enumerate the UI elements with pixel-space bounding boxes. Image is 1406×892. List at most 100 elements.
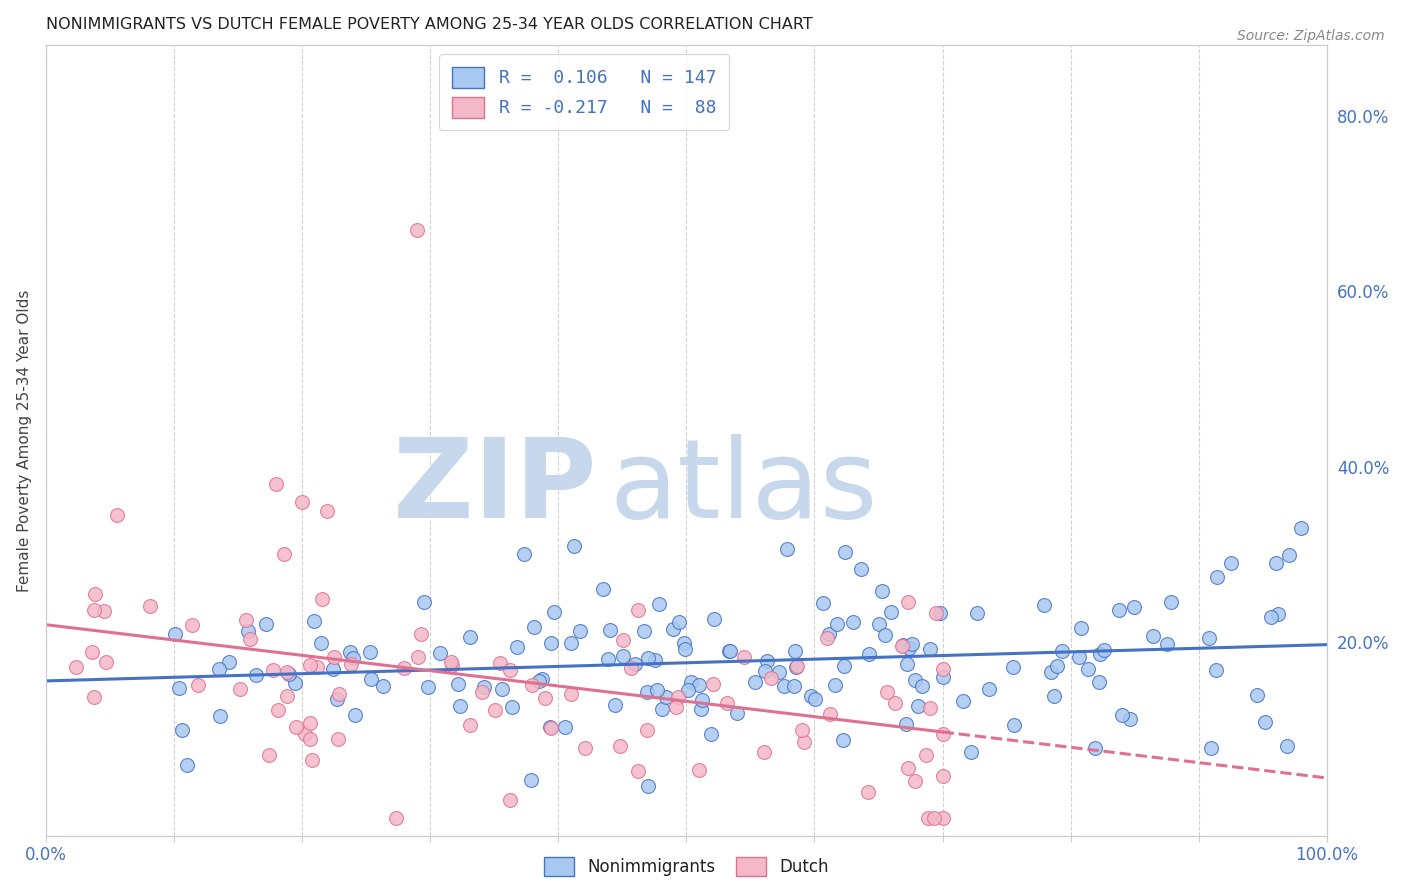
Point xyxy=(786,659,808,673)
Point xyxy=(218,655,240,669)
Point xyxy=(768,665,790,679)
Point xyxy=(323,650,346,665)
Point xyxy=(596,652,619,666)
Point xyxy=(93,604,115,618)
Point xyxy=(263,664,285,678)
Point xyxy=(901,637,924,651)
Point xyxy=(665,700,688,714)
Point xyxy=(560,687,582,701)
Point xyxy=(392,661,415,675)
Point xyxy=(896,657,918,671)
Point xyxy=(922,811,945,825)
Point xyxy=(752,745,775,759)
Point xyxy=(447,677,470,691)
Point xyxy=(804,692,827,706)
Point xyxy=(499,663,522,677)
Point xyxy=(540,721,562,735)
Point xyxy=(530,673,553,687)
Point xyxy=(668,690,690,704)
Point xyxy=(884,696,907,710)
Point xyxy=(754,664,776,678)
Point xyxy=(360,672,382,686)
Point xyxy=(644,653,666,667)
Point xyxy=(299,715,322,730)
Point xyxy=(187,678,209,692)
Point xyxy=(800,690,823,704)
Point xyxy=(276,690,298,704)
Point xyxy=(637,779,659,793)
Point xyxy=(83,690,105,705)
Point xyxy=(371,679,394,693)
Point xyxy=(917,811,939,825)
Text: atlas: atlas xyxy=(609,434,877,541)
Point xyxy=(440,655,463,669)
Point xyxy=(1111,708,1133,723)
Point xyxy=(1077,662,1099,676)
Point xyxy=(636,723,658,737)
Point xyxy=(897,761,920,775)
Point xyxy=(620,661,643,675)
Point xyxy=(538,720,561,734)
Point xyxy=(876,684,898,698)
Point xyxy=(637,651,659,665)
Point xyxy=(891,638,914,652)
Point xyxy=(1156,637,1178,651)
Point xyxy=(679,674,702,689)
Point xyxy=(83,603,105,617)
Text: ZIP: ZIP xyxy=(394,434,596,541)
Point xyxy=(245,668,267,682)
Point xyxy=(1246,688,1268,702)
Point xyxy=(673,641,696,656)
Point xyxy=(208,709,231,723)
Point xyxy=(412,595,434,609)
Point xyxy=(1275,739,1298,753)
Point xyxy=(744,674,766,689)
Point xyxy=(1122,600,1144,615)
Point xyxy=(208,662,231,676)
Point xyxy=(406,650,429,665)
Point xyxy=(894,716,917,731)
Point xyxy=(569,624,592,639)
Point xyxy=(529,673,551,688)
Point xyxy=(1220,556,1243,570)
Point xyxy=(489,656,512,670)
Point xyxy=(343,707,366,722)
Point xyxy=(907,698,929,713)
Point xyxy=(294,727,316,741)
Point xyxy=(235,613,257,627)
Point xyxy=(276,665,298,679)
Point xyxy=(278,666,301,681)
Text: Source: ZipAtlas.com: Source: ZipAtlas.com xyxy=(1237,29,1385,43)
Point xyxy=(163,627,186,641)
Point xyxy=(322,662,344,676)
Point xyxy=(1042,690,1064,704)
Point xyxy=(647,598,669,612)
Point xyxy=(655,690,678,704)
Point xyxy=(316,504,339,518)
Point xyxy=(824,678,846,692)
Point xyxy=(543,605,565,619)
Point xyxy=(254,617,277,632)
Point xyxy=(340,657,363,671)
Point xyxy=(458,631,481,645)
Point xyxy=(339,645,361,659)
Point xyxy=(931,769,953,783)
Point xyxy=(328,687,350,701)
Point xyxy=(291,495,314,509)
Point xyxy=(1050,644,1073,658)
Point xyxy=(418,680,440,694)
Point xyxy=(688,678,710,692)
Point xyxy=(429,646,451,660)
Point xyxy=(176,758,198,772)
Point xyxy=(1160,594,1182,608)
Point xyxy=(700,727,723,741)
Point xyxy=(284,676,307,690)
Point xyxy=(267,703,290,717)
Point xyxy=(1199,741,1222,756)
Point xyxy=(301,753,323,767)
Point xyxy=(540,636,562,650)
Point xyxy=(817,626,839,640)
Point xyxy=(409,627,432,641)
Point xyxy=(718,643,741,657)
Point xyxy=(868,617,890,632)
